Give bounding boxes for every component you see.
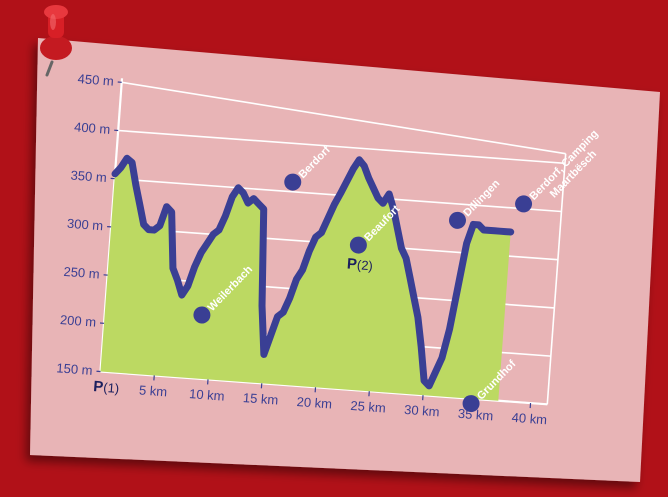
x-tick-label: 5 km: [139, 382, 168, 399]
x-tick-label: 25 km: [350, 398, 386, 416]
location-dot-icon: [515, 195, 533, 213]
location-dot-icon: [193, 306, 211, 324]
y-tick-label: 200 m: [59, 312, 96, 330]
x-axis: 5 km 10 km 15 km 20 km 25 km 30 km 35 km 40 kmP…: [93, 375, 548, 428]
x-tick-label: 40 km: [511, 410, 547, 428]
parking-2-label: P(2): [346, 255, 373, 274]
gridline: [118, 129, 566, 165]
pushpin-icon: [40, 5, 72, 77]
y-tick-label: 150 m: [56, 360, 93, 378]
location-dot-icon: [462, 395, 480, 413]
parking-start-label: P(1): [93, 378, 120, 397]
y-tick-label: 400 m: [74, 119, 111, 137]
y-tick-label: 450 m: [77, 71, 114, 89]
plot-border-right: [546, 153, 567, 405]
elevation-chart: 150 m 200 m 250 m 300 m 350 m 400 m 450 m 5 km…: [56, 71, 601, 428]
y-tick-label: 300 m: [67, 216, 104, 234]
elevation-line: [111, 154, 515, 390]
y-tick-label: 350 m: [70, 167, 107, 185]
x-tick-label: 15 km: [242, 390, 278, 408]
location-dot-icon: [448, 211, 466, 229]
x-tick-label: 20 km: [296, 394, 332, 412]
plot-border-top: [121, 81, 566, 155]
y-axis: 150 m 200 m 250 m 300 m 350 m 400 m 450 m: [56, 71, 122, 378]
location-dot-icon: [284, 173, 302, 191]
elevation-area: [100, 158, 511, 401]
x-tick-label: 10 km: [189, 386, 225, 404]
y-tick-label: 250 m: [63, 264, 100, 282]
location-dot-icon: [349, 236, 367, 254]
x-tick-label: 30 km: [404, 402, 440, 420]
